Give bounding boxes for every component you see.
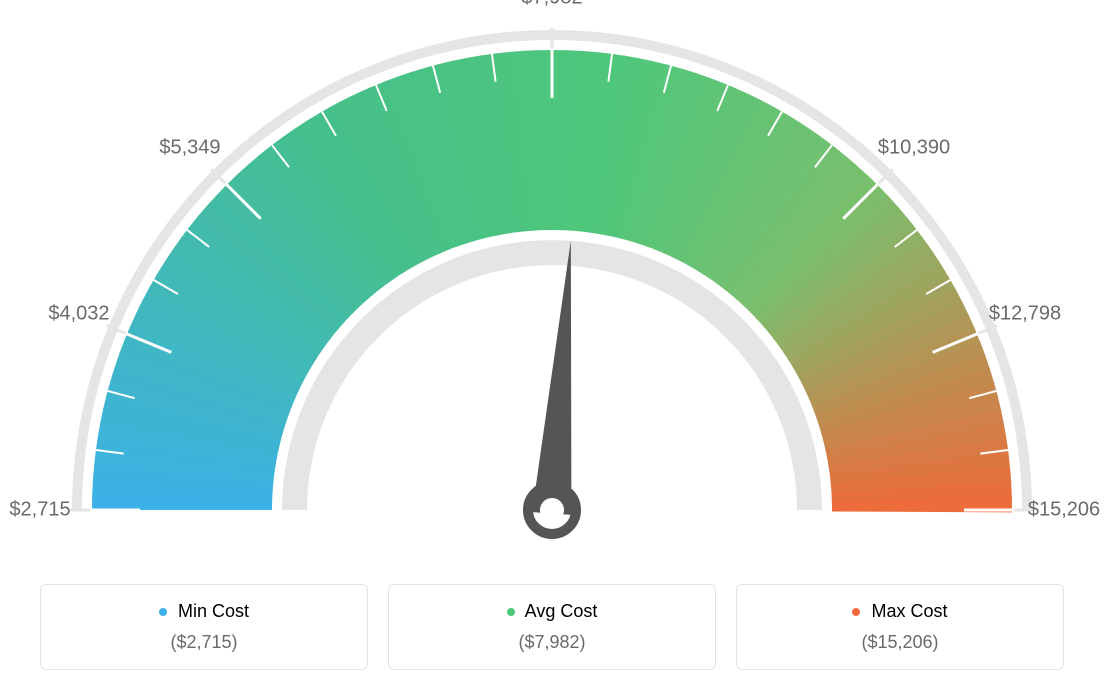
legend-avg-label: Avg Cost <box>401 601 703 622</box>
legend-min-dot <box>159 608 167 616</box>
gauge-tick-label: $10,390 <box>878 136 950 159</box>
legend-min-label: Min Cost <box>53 601 355 622</box>
gauge-chart: $2,715 $4,032 $5,349 $7,982 $10,390 $12,798 $1… <box>0 0 1104 560</box>
chart-container: $2,715 $4,032 $5,349 $7,982 $10,390 $12,798 $1… <box>0 0 1104 690</box>
gauge-tick-label: $12,798 <box>989 303 1061 326</box>
legend-min-label-text: Min Cost <box>178 601 249 621</box>
legend-max-label-text: Max Cost <box>871 601 947 621</box>
legend-max-dot <box>852 608 860 616</box>
legend-row: Min Cost ($2,715) Avg Cost ($7,982) Max … <box>40 584 1064 670</box>
gauge-tick-label: $7,982 <box>521 0 582 10</box>
legend-max: Max Cost ($15,206) <box>736 584 1064 670</box>
legend-max-value: ($15,206) <box>749 632 1051 653</box>
legend-avg-dot <box>507 608 515 616</box>
legend-avg-value: ($7,982) <box>401 632 703 653</box>
gauge-tick-label: $4,032 <box>48 303 109 326</box>
legend-min: Min Cost ($2,715) <box>40 584 368 670</box>
gauge-tick-label: $15,206 <box>1028 499 1100 522</box>
gauge-tick-label: $5,349 <box>159 136 220 159</box>
gauge-tick-label: $2,715 <box>9 499 70 522</box>
legend-avg: Avg Cost ($7,982) <box>388 584 716 670</box>
legend-avg-label-text: Avg Cost <box>525 601 598 621</box>
legend-min-value: ($2,715) <box>53 632 355 653</box>
legend-max-label: Max Cost <box>749 601 1051 622</box>
